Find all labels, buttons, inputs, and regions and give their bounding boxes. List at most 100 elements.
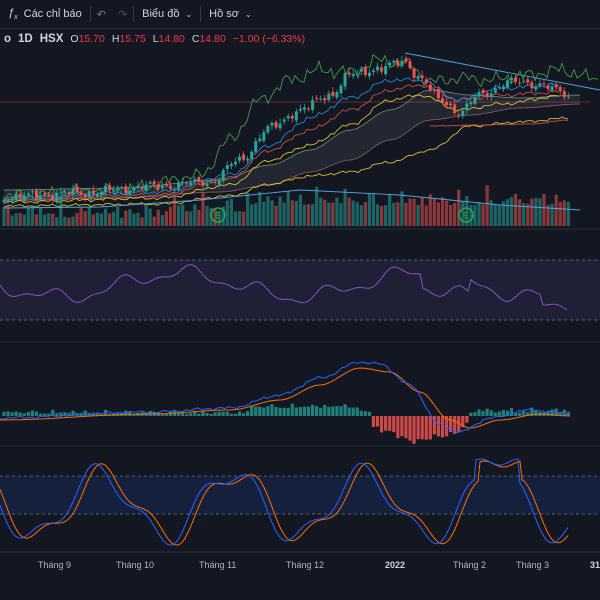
macd-histogram-bar	[436, 416, 441, 437]
volume-bar	[384, 205, 388, 226]
macd-histogram-bar	[278, 407, 282, 416]
volume-bar	[465, 195, 469, 226]
candle-body	[266, 126, 270, 133]
volume-bar	[59, 195, 63, 226]
macd-histogram-bar	[225, 411, 229, 416]
macd-histogram-bar	[144, 412, 148, 416]
price-label-box	[590, 95, 600, 109]
macd-histogram-bar	[266, 406, 270, 416]
macd-histogram-bar	[481, 411, 485, 416]
volume-bar	[99, 213, 104, 226]
macd-histogram-bar	[396, 416, 400, 439]
volume-bar	[392, 202, 396, 226]
volume-bar	[67, 217, 71, 226]
candle-body	[311, 100, 315, 110]
volume-bar	[310, 204, 315, 226]
volume-bar	[172, 195, 177, 226]
candle-body	[335, 91, 339, 98]
volume-bar	[87, 207, 91, 226]
volume-bar	[371, 193, 376, 226]
volume-bar	[286, 191, 290, 226]
candle-body	[128, 191, 132, 195]
redo-button[interactable]: ↷	[112, 0, 133, 28]
macd-histogram-bar	[176, 412, 181, 416]
ohlc-low: L14.80	[152, 33, 185, 45]
earnings-marker-2[interactable]: E	[458, 207, 474, 223]
volume-bar	[489, 200, 493, 226]
volume-bar	[347, 197, 351, 226]
macd-histogram-bar	[189, 413, 193, 416]
candle-body	[534, 86, 538, 90]
volume-bar	[331, 202, 335, 226]
volume-bar	[258, 191, 262, 226]
volume-bar	[103, 208, 108, 226]
earnings-marker-1[interactable]: E	[210, 207, 226, 223]
volume-bar	[469, 204, 473, 226]
volume-bar	[497, 204, 501, 226]
volume-bar	[160, 215, 164, 226]
candle-body	[530, 82, 534, 89]
candle-body	[493, 87, 497, 93]
candle-body	[237, 156, 241, 161]
volume-bar	[294, 200, 298, 226]
volume-bar	[116, 207, 120, 226]
macd-histogram-bar	[99, 413, 104, 416]
macd-histogram-bar	[542, 412, 546, 416]
candle-body	[282, 119, 286, 122]
macd-signal-line	[0, 367, 571, 429]
macd-histogram-bar	[339, 406, 343, 416]
candle-body	[294, 111, 298, 121]
candle-body	[562, 90, 566, 98]
candle-body	[538, 83, 542, 86]
macd-histogram-bar	[404, 416, 408, 439]
candle-body	[262, 132, 266, 142]
candle-body	[205, 183, 209, 186]
top-toolbar: ƒx Các chỉ báo ↶ ↷ Biểu đồ ⌄ Hồ sơ ⌄	[0, 0, 600, 29]
macd-histogram-bar	[315, 406, 319, 416]
volume-bar	[335, 197, 339, 226]
candle-body	[473, 96, 477, 104]
undo-button[interactable]: ↶	[91, 0, 112, 28]
volume-bar	[363, 201, 367, 226]
volume-bar	[262, 201, 266, 226]
candle-body	[351, 74, 355, 77]
volume-bar	[246, 193, 250, 226]
chart-menu-button[interactable]: Biểu đồ ⌄	[134, 0, 200, 28]
candle-body	[286, 116, 290, 119]
volume-bar	[449, 204, 453, 226]
candle-body	[436, 88, 440, 99]
macd-histogram-bar	[432, 416, 436, 435]
volume-bar	[412, 198, 416, 226]
stoch-band	[0, 476, 600, 514]
time-axis-label: Tháng 10	[116, 560, 155, 570]
macd-line	[0, 361, 571, 434]
macd-histogram-bar	[164, 413, 168, 416]
ohlc-close: C14.80	[191, 33, 226, 45]
stochastic-pane	[0, 458, 569, 546]
macd-histogram-bar	[379, 416, 384, 433]
chevron-down-icon: ⌄	[185, 9, 193, 19]
time-axis-label: Tháng 11	[199, 560, 237, 570]
undo-icon: ↶	[96, 8, 106, 21]
volume-bar	[18, 213, 22, 226]
candle-body	[164, 183, 168, 186]
macd-histogram-bar	[197, 413, 201, 416]
interval-label[interactable]: 1D	[18, 33, 33, 45]
candle-body	[497, 87, 501, 89]
candle-body	[177, 182, 181, 190]
candle-body	[63, 191, 67, 193]
chevron-down-icon: ⌄	[245, 9, 252, 19]
macd-histogram-bar	[444, 416, 449, 437]
volume-bar	[176, 205, 181, 226]
macd-histogram-bar	[469, 412, 473, 416]
symbol-name[interactable]: o	[4, 33, 12, 45]
candle-body	[327, 93, 331, 100]
volume-bar	[254, 203, 258, 226]
macd-histogram-bar	[558, 411, 562, 416]
indicators-button[interactable]: ƒx Các chỉ báo	[0, 0, 90, 28]
redo-icon: ↷	[117, 8, 128, 21]
volume-bar	[323, 199, 327, 226]
candle-body	[2, 199, 6, 202]
profile-menu-button[interactable]: Hồ sơ ⌄	[201, 0, 260, 28]
